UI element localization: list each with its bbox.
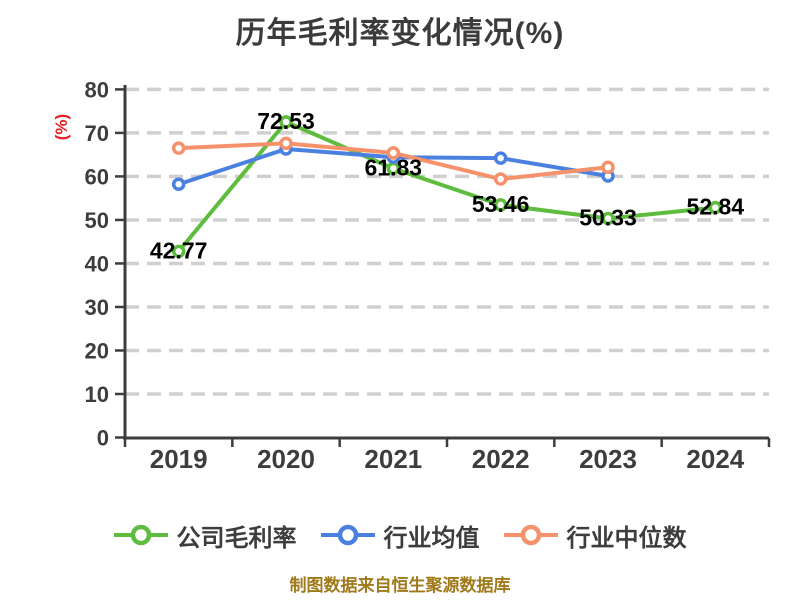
legend-label: 行业中位数 — [566, 524, 687, 552]
legend: 公司毛利率 行业均值 行业中位数 — [0, 514, 800, 556]
industry-mean-point-2022 — [493, 151, 508, 165]
company-gross-margin-point-2024 — [708, 200, 723, 215]
x-tick-label-2019: 2019 — [150, 444, 208, 474]
y-tick-label-50: 50 — [85, 208, 109, 233]
legend-item-industry-median: 行业中位数 — [503, 518, 687, 553]
industry-mean-point-2019 — [171, 177, 186, 192]
y-tick-label-70: 70 — [85, 121, 109, 146]
legend-label: 行业均值 — [383, 524, 480, 552]
industry-median-point-2022 — [493, 172, 508, 186]
legend-circle — [337, 524, 358, 546]
company-gross-margin-point-2020 — [279, 115, 293, 129]
company-gross-margin-value-label-2022: 53.46 — [472, 191, 530, 217]
y-tick-label-10: 10 — [85, 382, 109, 407]
y-tick-label-60: 60 — [85, 164, 109, 189]
y-tick-label-40: 40 — [85, 251, 109, 276]
legend-label: 公司毛利率 — [176, 524, 297, 552]
legend-circle — [130, 524, 151, 546]
industry-median-point-2020 — [279, 136, 293, 151]
company-gross-margin-value-label-2020: 72.53 — [257, 108, 315, 134]
chart-title: 历年毛利率变化情况(%) — [235, 17, 565, 50]
source-caption: 制图数据来自恒生聚源数据库 — [289, 576, 511, 595]
line-marker-icon — [503, 524, 558, 546]
legend-item-company-gross-margin: 公司毛利率 — [113, 518, 297, 553]
company-gross-margin-value-label-2019: 42.77 — [150, 237, 208, 263]
legend-circle — [520, 524, 541, 546]
x-tick-label-2024: 2024 — [686, 444, 744, 474]
line-marker-icon — [320, 524, 375, 546]
y-tick-label-20: 20 — [85, 338, 109, 363]
company-gross-margin-point-2022 — [493, 198, 508, 212]
industry-median-point-2019 — [171, 141, 186, 155]
company-gross-margin-line — [176, 119, 718, 254]
x-tick-label-2021: 2021 — [364, 444, 422, 474]
y-tick-label-0: 0 — [97, 426, 109, 451]
line-marker-icon — [113, 524, 168, 546]
x-tick-label-2023: 2023 — [579, 444, 637, 474]
legend-item-industry-mean: 行业均值 — [320, 518, 480, 553]
company-gross-margin-point-2023 — [601, 211, 615, 226]
x-tick-label-2022: 2022 — [472, 444, 530, 474]
company-gross-margin-value-label-2024: 52.84 — [687, 194, 745, 220]
company-gross-margin-value-label-2021: 61.83 — [365, 154, 423, 180]
company-gross-margin-point-2019 — [171, 244, 186, 259]
y-tick-label-80: 80 — [85, 77, 109, 102]
industry-median-point-2023 — [601, 160, 615, 175]
industry-median-point-2021 — [386, 146, 401, 160]
x-tick-label-2020: 2020 — [257, 444, 315, 474]
y-tick-label-30: 30 — [85, 295, 109, 320]
company-gross-margin-value-label-2023: 50.33 — [579, 205, 637, 231]
